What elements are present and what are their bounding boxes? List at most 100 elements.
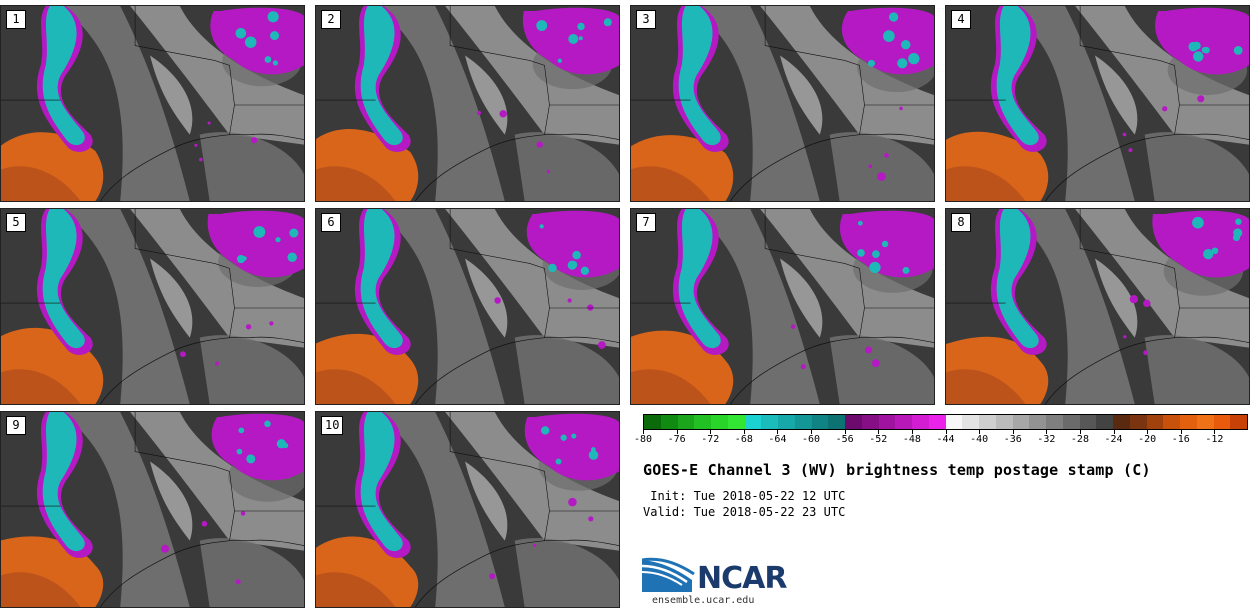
colorbar-tick-label: -28: [1070, 434, 1089, 445]
colorbar-tick: [1214, 430, 1216, 434]
colorbar-swatch: [1113, 415, 1130, 429]
stamp-number-label: 10: [321, 416, 344, 435]
colorbar-swatch: [1213, 415, 1231, 429]
colorbar-tick-label: -44: [936, 434, 955, 445]
colorbar-tick: [676, 430, 678, 434]
colorbar-tick-label: -16: [1171, 434, 1190, 445]
colorbar-tick: [811, 430, 813, 434]
colorbar-tick-label: -40: [970, 434, 989, 445]
colorbar-swatch: [912, 415, 929, 429]
colorbar-swatch: [1163, 415, 1180, 429]
stamp-number-label: 5: [6, 213, 26, 232]
colorbar-tick-label: -76: [667, 434, 686, 445]
stamp-panel-5: 5: [0, 208, 305, 405]
colorbar-swatch: [1062, 415, 1080, 429]
colorbar-swatch: [828, 415, 845, 429]
colorbar-swatch: [1046, 415, 1063, 429]
colorbar-tick-label: -52: [869, 434, 888, 445]
colorbar-swatch: [711, 415, 728, 429]
colorbar-tick-label: -56: [835, 434, 854, 445]
colorbar-swatch: [1146, 415, 1164, 429]
stamp-number-label: 3: [636, 10, 656, 29]
colorbar-tick: [1113, 430, 1115, 434]
colorbar-tick: [743, 430, 745, 434]
stamp-panel-4: 4: [945, 5, 1250, 202]
stamp-panel-9: 9: [0, 411, 305, 608]
ncar-logo-icon: [642, 557, 695, 592]
colorbar-swatch: [861, 415, 879, 429]
colorbar-tick-label: -12: [1205, 434, 1224, 445]
colorbar-swatch: [928, 415, 946, 429]
stamp-number-label: 9: [6, 416, 26, 435]
colorbar-swatch: [1180, 415, 1197, 429]
colorbar-tick-label: -48: [902, 434, 921, 445]
colorbar-swatch: [979, 415, 996, 429]
colorbar-tick: [911, 430, 913, 434]
colorbar-swatch: [1012, 415, 1030, 429]
stamp-panel-3: 3: [630, 5, 935, 202]
colorbar-swatch: [1029, 415, 1046, 429]
colorbar-swatch: [845, 415, 862, 429]
colorbar-tick: [1079, 430, 1081, 434]
valid-time: Valid: Tue 2018-05-22 23 UTC: [643, 505, 846, 519]
colorbar-swatch: [727, 415, 745, 429]
colorbar-swatch: [1079, 415, 1097, 429]
colorbar-swatch: [761, 415, 778, 429]
colorbar-swatch: [677, 415, 695, 429]
colorbar-tick-label: -68: [734, 434, 753, 445]
colorbar-swatch: [895, 415, 912, 429]
stamp-number-label: 2: [321, 10, 341, 29]
colorbar-swatch: [1129, 415, 1147, 429]
colorbar-tick-label: -60: [802, 434, 821, 445]
stamp-number-label: 8: [951, 213, 971, 232]
colorbar-tick-label: -36: [1003, 434, 1022, 445]
colorbar-swatch: [794, 415, 812, 429]
colorbar-tick: [643, 430, 644, 434]
stamp-panel-1: 1: [0, 5, 305, 202]
colorbar-swatch: [811, 415, 829, 429]
colorbar-swatch: [694, 415, 711, 429]
colorbar-swatch: [1230, 415, 1247, 429]
stamp-number-label: 7: [636, 213, 656, 232]
colorbar-tick: [878, 430, 880, 434]
colorbar-swatch: [945, 415, 963, 429]
site-url: ensemble.ucar.edu: [652, 595, 755, 606]
colorbar-tick: [710, 430, 712, 434]
colorbar-swatch: [744, 415, 762, 429]
colorbar-tick-label: -20: [1138, 434, 1157, 445]
colorbar-tick-label: -32: [1037, 434, 1056, 445]
colorbar-tick: [1046, 430, 1048, 434]
stamp-panel-10: 10: [315, 411, 620, 608]
colorbar-tick: [945, 430, 947, 434]
stamp-panel-8: 8: [945, 208, 1250, 405]
colorbar-tick-label: -72: [701, 434, 720, 445]
colorbar-swatch: [660, 415, 678, 429]
colorbar-tick-label: -80: [633, 434, 653, 445]
stamp-panel-2: 2: [315, 5, 620, 202]
colorbar-swatch: [644, 415, 661, 429]
colorbar-tick: [1180, 430, 1182, 434]
colorbar-tick-label: -24: [1104, 434, 1123, 445]
colorbar-swatch: [1096, 415, 1113, 429]
stamp-panel-6: 6: [315, 208, 620, 405]
init-time: Init: Tue 2018-05-22 12 UTC: [643, 489, 846, 503]
colorbar-tick: [777, 430, 779, 434]
colorbar-tick: [1012, 430, 1014, 434]
colorbar-swatch: [1196, 415, 1214, 429]
colorbar-swatch: [995, 415, 1013, 429]
colorbar-swatch: [878, 415, 896, 429]
stamp-panel-7: 7: [630, 208, 935, 405]
colorbar: [643, 414, 1248, 430]
colorbar-tick: [979, 430, 981, 434]
colorbar-swatch: [778, 415, 795, 429]
colorbar-tick-label: -64: [768, 434, 787, 445]
colorbar-ticks: -80 -76 -72 -68 -64 -60 -56 -52 -48 -44 -40 -36 -32 -…: [634, 430, 1248, 450]
stamp-number-label: 1: [6, 10, 26, 29]
stamp-number-label: 4: [951, 10, 971, 29]
colorbar-tick: [844, 430, 846, 434]
plot-title: GOES-E Channel 3 (WV) brightness temp po…: [643, 461, 1151, 479]
stamp-number-label: 6: [321, 213, 341, 232]
colorbar-tick: [1147, 430, 1149, 434]
colorbar-swatch: [962, 415, 979, 429]
ncar-logo-text: NCAR: [697, 561, 787, 596]
